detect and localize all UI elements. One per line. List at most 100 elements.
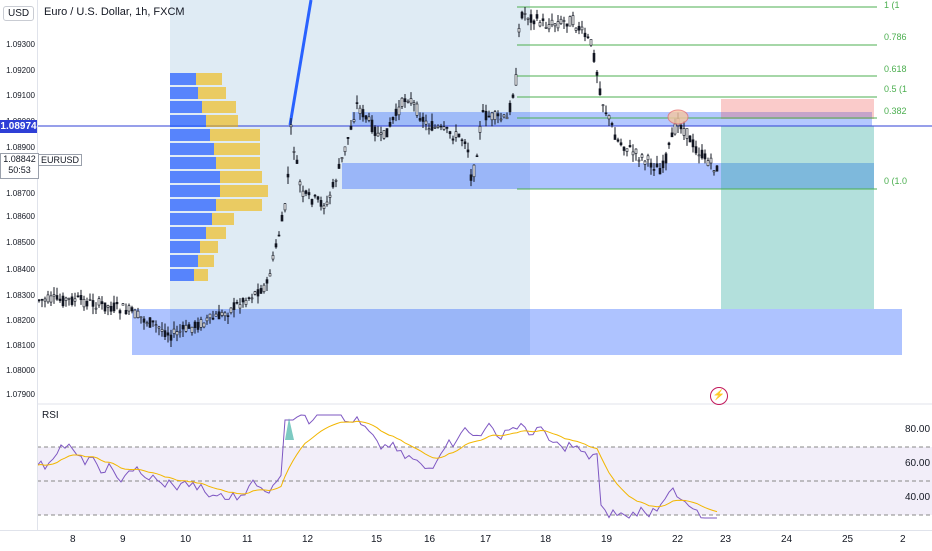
candle-body	[484, 110, 488, 121]
candle-body	[535, 14, 539, 19]
candle-body	[67, 297, 71, 300]
stop-zone[interactable]	[721, 99, 874, 119]
currency-tag[interactable]: USD	[3, 6, 35, 21]
last-price-box: 1.08842 50:53	[0, 153, 39, 179]
supply-zone-top[interactable]	[352, 112, 872, 126]
candle-body	[184, 324, 188, 332]
price-tick: 1.07900	[6, 390, 35, 399]
candle-body	[715, 165, 719, 172]
fib-level-05: 0.5 (1	[884, 84, 908, 94]
candle-body	[634, 148, 638, 154]
price-tick: 1.09100	[6, 91, 35, 100]
candle-body	[85, 300, 89, 307]
candle-body	[142, 318, 146, 323]
candle-body	[61, 295, 65, 307]
candle-body	[307, 192, 311, 196]
candle-body	[688, 135, 692, 143]
highlight-ellipse[interactable]	[667, 109, 689, 125]
rsi-label: RSI	[42, 410, 59, 421]
candle-body	[445, 127, 449, 129]
time-label: 12	[302, 534, 314, 545]
candle-body	[178, 330, 182, 333]
volume-bar-blue	[170, 227, 206, 239]
candle-body	[328, 194, 332, 198]
candle-body	[148, 317, 152, 328]
candle-body	[697, 154, 701, 157]
volume-profile-1[interactable]	[170, 73, 268, 281]
candle-body	[235, 302, 239, 304]
candle-body	[364, 115, 368, 120]
chart-canvas[interactable]	[37, 0, 932, 530]
candle-body	[619, 142, 623, 146]
candle-body	[271, 255, 275, 260]
candle-body	[223, 312, 227, 317]
symbol-tag: EURUSD	[38, 154, 83, 166]
candle-body	[151, 320, 155, 323]
candle-body	[394, 108, 398, 116]
candle-body	[352, 119, 356, 122]
candle-body	[544, 27, 548, 29]
candle-body	[583, 32, 587, 38]
candle-body	[586, 36, 590, 39]
demand-zone-bottom[interactable]	[132, 309, 902, 355]
candle-body	[268, 273, 272, 277]
candle-body	[541, 18, 545, 21]
candle-body	[187, 324, 191, 329]
price-tick: 1.09300	[6, 40, 35, 49]
candle-body	[580, 26, 584, 31]
volume-bar-blue	[170, 143, 214, 155]
candle-body	[559, 18, 563, 24]
candle-body	[547, 24, 551, 30]
candle-body	[316, 196, 320, 200]
candle-body	[160, 329, 164, 332]
candle-body	[646, 155, 650, 161]
demand-zone-mid[interactable]	[342, 163, 874, 189]
candle-body	[517, 28, 521, 33]
trend-line[interactable]	[288, 0, 313, 126]
time-label: 16	[424, 534, 436, 545]
candle-body	[376, 132, 380, 137]
volume-bar-blue	[170, 269, 194, 281]
price-tick: 1.08700	[6, 189, 35, 198]
time-axis[interactable]	[0, 530, 932, 551]
candle-body	[472, 164, 476, 178]
candle-body	[214, 313, 218, 317]
candle-body	[460, 139, 464, 142]
fib-retracement[interactable]	[517, 6, 877, 190]
candle-body	[265, 279, 269, 284]
candle-body	[520, 11, 524, 19]
last-price: 1.08842	[3, 154, 36, 164]
time-label: 19	[601, 534, 613, 545]
candle-body	[661, 160, 665, 169]
candle-body	[448, 131, 452, 135]
candle-body	[595, 71, 599, 76]
candle-body	[592, 52, 596, 62]
candle-body	[280, 214, 284, 222]
volume-bar-yellow	[206, 227, 226, 239]
candle-body	[313, 194, 317, 197]
candle-body	[556, 21, 560, 29]
volume-bar-blue	[170, 115, 206, 127]
candle-body	[241, 298, 245, 303]
candle-body	[262, 284, 266, 292]
time-label: 9	[120, 534, 126, 545]
volume-bar-yellow	[194, 269, 208, 281]
volume-bar-yellow	[206, 115, 238, 127]
candle-body	[490, 112, 494, 121]
candle-body	[457, 133, 461, 138]
price-axis[interactable]: 1.093001.092001.091001.090001.089001.088…	[0, 0, 38, 530]
target-zone[interactable]	[721, 126, 874, 309]
candle-body	[526, 17, 530, 20]
candle-body	[361, 109, 365, 118]
volume-bar-blue	[170, 241, 200, 253]
lightning-icon[interactable]: ⚡	[710, 387, 728, 405]
candle-body	[256, 289, 260, 297]
candle-body	[607, 115, 611, 120]
volume-bar-yellow	[216, 199, 262, 211]
candle-body	[685, 128, 689, 139]
candle-body	[181, 324, 185, 330]
volume-bar-blue	[170, 87, 198, 99]
candle-body	[73, 298, 77, 302]
rsi-tick-80: 80.00	[905, 424, 931, 435]
candle-body	[76, 295, 80, 298]
